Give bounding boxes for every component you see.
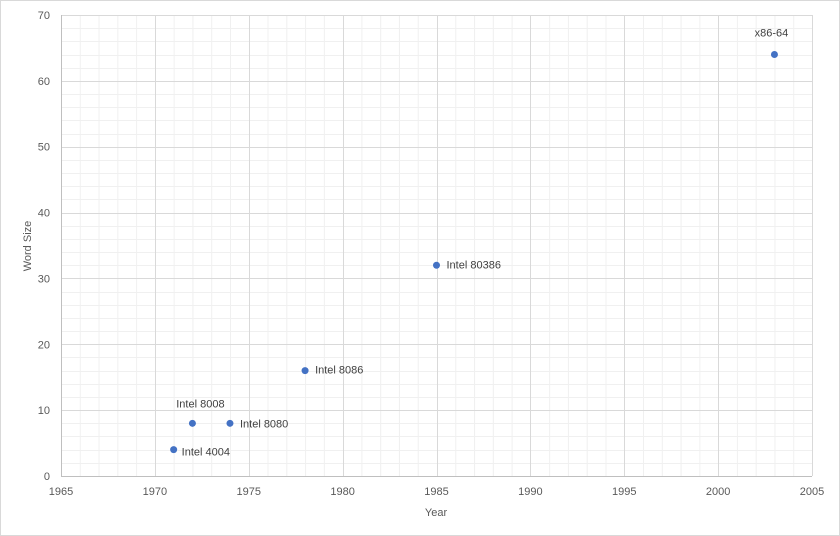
data-point (226, 419, 234, 427)
data-point (170, 446, 178, 454)
data-label: Intel 4004 (182, 447, 230, 459)
y-tick-label: 20 (38, 339, 50, 351)
x-tick-label: 1995 (612, 486, 636, 498)
x-tick-label: 2005 (800, 486, 824, 498)
data-labels: Intel 4004 Intel 8008 Intel 8080 Intel 8086… (176, 28, 788, 459)
x-axis-title: Year (425, 507, 448, 519)
x-tick-label: 1980 (330, 486, 354, 498)
data-label: Intel 8008 (176, 398, 224, 410)
y-axis-title: Word Size (22, 221, 34, 272)
data-point (188, 419, 196, 427)
y-tick-label: 30 (38, 273, 50, 285)
data-point (433, 261, 440, 269)
y-tick-label: 70 (38, 10, 50, 22)
data-points (170, 51, 778, 454)
minor-gridlines (61, 15, 812, 476)
y-tick-label: 10 (38, 405, 50, 417)
x-tick-labels: 1965 1970 1975 1980 1985 1990 1995 2000 2005 (49, 486, 824, 498)
y-tick-label: 40 (38, 208, 50, 220)
x-tick-label: 1990 (518, 486, 542, 498)
y-tick-labels: 0 10 20 30 40 50 60 70 (38, 10, 50, 483)
data-point (301, 367, 309, 375)
y-tick-label: 50 (38, 142, 50, 154)
x-tick-label: 1975 (237, 486, 261, 498)
axes (61, 15, 812, 477)
data-point (770, 51, 778, 59)
data-label: Intel 80386 (447, 259, 501, 271)
y-tick-label: 60 (38, 76, 50, 88)
x-tick-label: 1965 (49, 486, 73, 498)
x-tick-label: 1985 (424, 486, 448, 498)
x-tick-label: 1970 (143, 486, 167, 498)
x-tick-label: 2000 (706, 486, 730, 498)
data-label: x86-64 (755, 28, 789, 40)
data-label: Intel 8086 (315, 365, 363, 377)
data-label: Intel 8080 (240, 418, 288, 430)
y-tick-label: 0 (44, 471, 50, 483)
